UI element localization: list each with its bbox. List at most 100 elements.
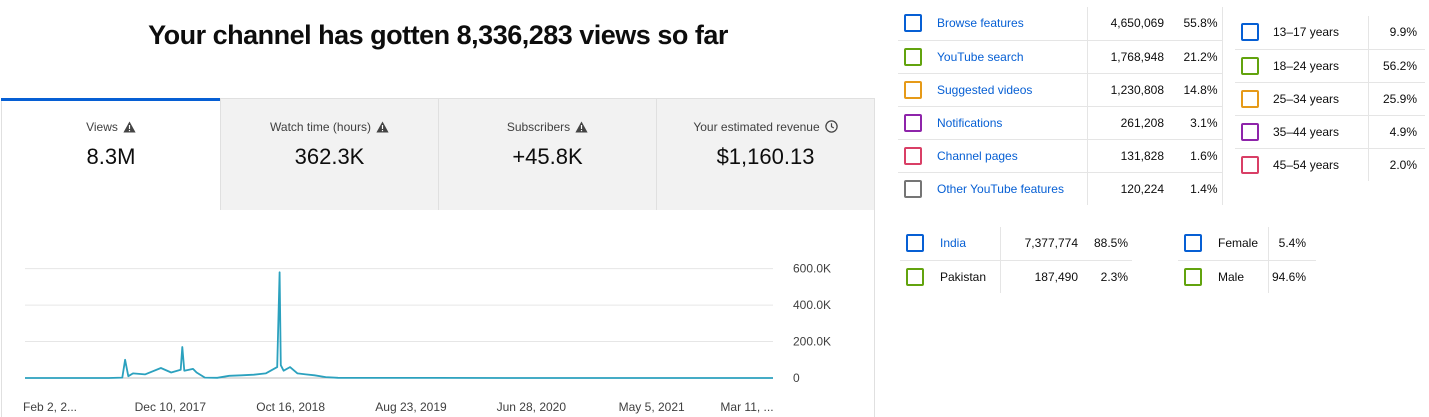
traffic_sources-row[interactable]: YouTube search 1,768,948 21.2% <box>898 40 1223 74</box>
chart-series <box>25 271 773 379</box>
series-checkbox[interactable] <box>1184 267 1202 286</box>
age_groups-pct: 56.2% <box>1368 49 1425 83</box>
traffic-sources-table: Browse features 4,650,069 55.8% YouTube sea… <box>898 7 1223 205</box>
warning-icon <box>376 121 389 136</box>
checkbox-cell[interactable] <box>1235 115 1273 149</box>
series-checkbox[interactable] <box>906 234 924 253</box>
series-checkbox[interactable] <box>1241 89 1259 108</box>
series-checkbox[interactable] <box>904 47 922 66</box>
series-checkbox[interactable] <box>904 80 922 99</box>
series-checkbox[interactable] <box>904 113 922 132</box>
traffic_sources-count: 1,768,948 <box>1087 40 1172 74</box>
series-checkbox[interactable] <box>904 146 922 165</box>
age_groups-pct: 9.9% <box>1368 16 1425 50</box>
y-tick-label: 200.0K <box>793 335 831 349</box>
series-checkbox[interactable] <box>1241 122 1259 141</box>
traffic_sources-pct: 21.2% <box>1172 40 1223 74</box>
tab-subscribers-value: +45.8K <box>512 144 583 169</box>
series-checkbox[interactable] <box>1241 23 1259 42</box>
age_groups-row[interactable]: 18–24 years 56.2% <box>1235 49 1425 83</box>
views-chart: 600.0K 400.0K 200.0K 0 Feb 2, 2... Dec 10, 2… <box>2 210 874 417</box>
x-tick-label: Jun 28, 2020 <box>497 400 567 414</box>
age_groups-label: 13–17 years <box>1273 16 1369 50</box>
series-checkbox[interactable] <box>904 14 922 33</box>
traffic_sources-pct: 14.8% <box>1172 73 1223 107</box>
geography-label: Pakistan <box>940 260 1001 293</box>
geography-row[interactable]: India 7,377,774 88.5% <box>900 227 1132 261</box>
age_groups-pct: 25.9% <box>1368 82 1425 116</box>
age_groups-row[interactable]: 45–54 years 2.0% <box>1235 148 1425 181</box>
age_groups-label: 35–44 years <box>1273 115 1369 149</box>
traffic_sources-pct: 3.1% <box>1172 106 1223 140</box>
age_groups-pct: 4.9% <box>1368 115 1425 149</box>
tab-watch-time[interactable]: Watch time (hours) 362.3K <box>220 99 438 210</box>
traffic_sources-count: 131,828 <box>1087 139 1172 173</box>
traffic_sources-pct: 1.6% <box>1172 139 1223 173</box>
age_groups-label: 18–24 years <box>1273 49 1369 83</box>
series-checkbox[interactable] <box>906 267 924 286</box>
checkbox-cell[interactable] <box>898 73 937 107</box>
age_groups-row[interactable]: 35–44 years 4.9% <box>1235 115 1425 149</box>
checkbox-cell[interactable] <box>1178 260 1218 293</box>
gender-pct: 94.6% <box>1271 269 1306 284</box>
x-tick-label: Dec 10, 2017 <box>135 400 207 414</box>
geography-row[interactable]: Pakistan 187,490 2.3% <box>900 260 1132 293</box>
checkbox-cell[interactable] <box>1235 148 1273 181</box>
checkbox-cell[interactable] <box>900 227 940 261</box>
checkbox-cell[interactable] <box>1178 227 1218 261</box>
tab-watch-time-value: 362.3K <box>294 144 365 169</box>
x-tick-label: Feb 2, 2... <box>23 400 77 414</box>
age_groups-label: 25–34 years <box>1273 82 1369 116</box>
series-checkbox[interactable] <box>1241 56 1259 75</box>
y-tick-label: 600.0K <box>793 262 831 276</box>
traffic_sources-row[interactable]: Other YouTube features 120,224 1.4% <box>898 172 1223 205</box>
tab-watch-time-label: Watch time (hours) <box>270 120 371 134</box>
y-tick-label: 0 <box>793 371 800 385</box>
geography-pct: 88.5% <box>1082 227 1132 261</box>
traffic_sources-count: 1,230,808 <box>1087 73 1172 107</box>
age_groups-row[interactable]: 13–17 years 9.9% <box>1235 16 1425 50</box>
tab-revenue[interactable]: Your estimated revenue $1,160.13 <box>656 99 874 210</box>
age_groups-label: 45–54 years <box>1273 148 1369 181</box>
gender-label: Female <box>1218 227 1269 261</box>
checkbox-cell[interactable] <box>898 172 937 205</box>
checkbox-cell[interactable] <box>898 106 937 140</box>
tab-views-value: 8.3M <box>86 144 136 169</box>
checkbox-cell[interactable] <box>1235 49 1273 83</box>
views-line-chart: 600.0K 400.0K 200.0K 0 Feb 2, 2... Dec 10, 2… <box>23 262 831 414</box>
page-headline: Your channel has gotten 8,336,283 views … <box>148 20 728 50</box>
tab-subscribers-label: Subscribers <box>506 120 571 134</box>
gender-row[interactable]: Female 5.4% <box>1178 227 1316 261</box>
tab-revenue-label: Your estimated revenue <box>693 120 820 134</box>
traffic_sources-count: 120,224 <box>1120 181 1164 196</box>
checkbox-cell[interactable] <box>898 40 937 74</box>
age_groups-row[interactable]: 25–34 years 25.9% <box>1235 82 1425 116</box>
series-line <box>25 271 773 379</box>
traffic_sources-count: 4,650,069 <box>1087 7 1172 41</box>
traffic_sources-row[interactable]: Browse features 4,650,069 55.8% <box>898 7 1223 41</box>
traffic_sources-label: Channel pages <box>937 139 1088 173</box>
geography-count: 187,490 <box>1034 269 1078 284</box>
warning-icon <box>123 121 136 136</box>
gender-row[interactable]: Male 94.6% <box>1178 260 1316 293</box>
checkbox-cell[interactable] <box>1235 82 1273 116</box>
series-checkbox[interactable] <box>904 179 922 198</box>
checkbox-cell[interactable] <box>898 7 937 41</box>
series-checkbox[interactable] <box>1241 155 1259 174</box>
traffic_sources-pct: 55.8% <box>1172 7 1223 41</box>
tab-subscribers[interactable]: Subscribers +45.8K <box>438 99 656 210</box>
traffic_sources-row[interactable]: Channel pages 131,828 1.6% <box>898 139 1223 173</box>
x-axis-labels: Feb 2, 2... Dec 10, 2017 Oct 16, 2018 Aug 2… <box>23 400 774 414</box>
traffic_sources-row[interactable]: Suggested videos 1,230,808 14.8% <box>898 73 1223 107</box>
checkbox-cell[interactable] <box>1235 16 1273 50</box>
tab-views[interactable]: Views 8.3M <box>1 98 220 210</box>
traffic_sources-label: Other YouTube features <box>937 172 1088 205</box>
geography-label: India <box>940 227 1001 261</box>
tab-views-label: Views <box>86 120 118 134</box>
traffic_sources-count: 261,208 <box>1087 106 1172 140</box>
checkbox-cell[interactable] <box>898 139 937 173</box>
checkbox-cell[interactable] <box>900 260 940 293</box>
y-tick-label: 400.0K <box>793 298 831 312</box>
traffic_sources-row[interactable]: Notifications 261,208 3.1% <box>898 106 1223 140</box>
series-checkbox[interactable] <box>1184 234 1202 253</box>
